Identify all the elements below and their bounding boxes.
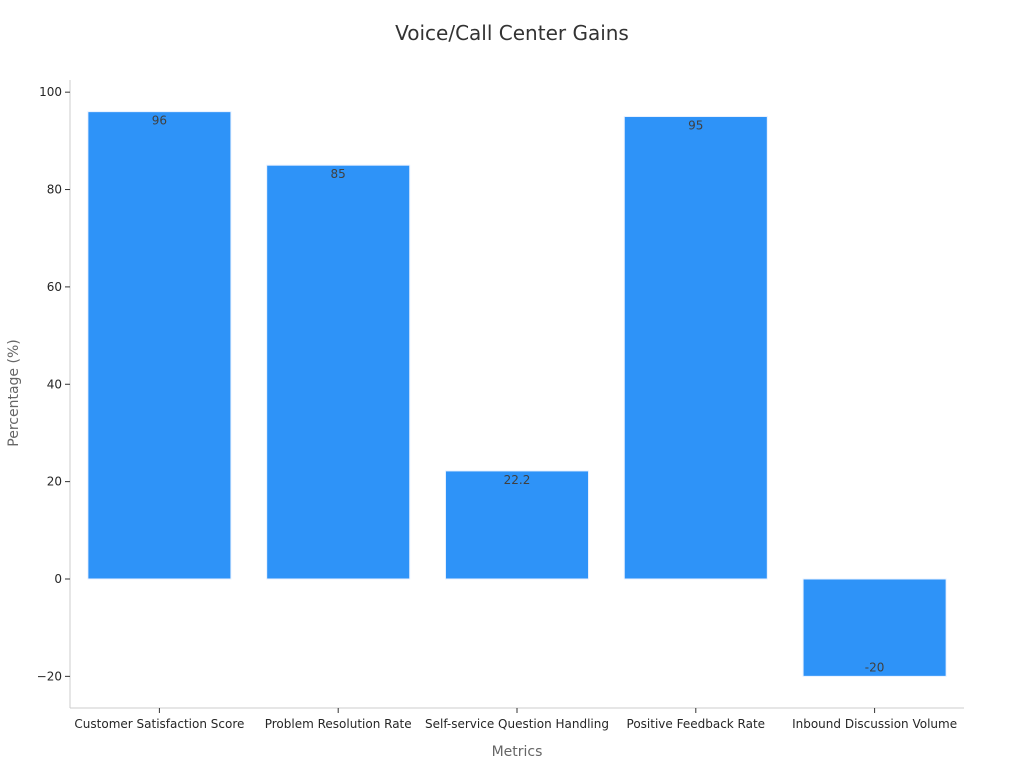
y-tick-label: 20 [47,475,62,489]
x-tick-label: Problem Resolution Rate [265,717,412,731]
bar[interactable] [444,470,590,580]
bar[interactable] [266,164,411,580]
x-axis-ticks: Customer Satisfaction Score Problem Resol… [74,708,957,731]
bar[interactable] [87,111,232,580]
data-label: 22.2 [504,473,531,487]
bars-group [87,111,947,677]
data-label: -20 [865,660,885,674]
bar[interactable] [623,116,768,580]
data-label: 85 [331,167,346,181]
x-tick-label: Customer Satisfaction Score [74,717,244,731]
y-tick-label: 0 [54,572,62,586]
data-labels-group: 96 85 22.2 95 -20 [152,114,885,675]
y-axis-label: Percentage (%) [6,339,22,446]
y-tick-label: 60 [47,280,62,294]
y-tick-label: 80 [47,183,62,197]
x-axis-label: Metrics [492,744,543,760]
data-label: 95 [688,119,703,133]
y-axis-ticks: −20 0 20 40 60 80 100 [37,85,70,683]
x-tick-label: Inbound Discussion Volume [792,717,957,731]
chart-title: Voice/Call Center Gains [395,21,629,45]
data-label: 96 [152,114,167,128]
bar[interactable] [802,578,947,677]
y-tick-label: −20 [37,669,62,683]
y-tick-label: 40 [47,377,62,391]
x-tick-label: Positive Feedback Rate [627,717,766,731]
y-tick-label: 100 [39,85,62,99]
x-tick-label: Self-service Question Handling [425,717,609,731]
